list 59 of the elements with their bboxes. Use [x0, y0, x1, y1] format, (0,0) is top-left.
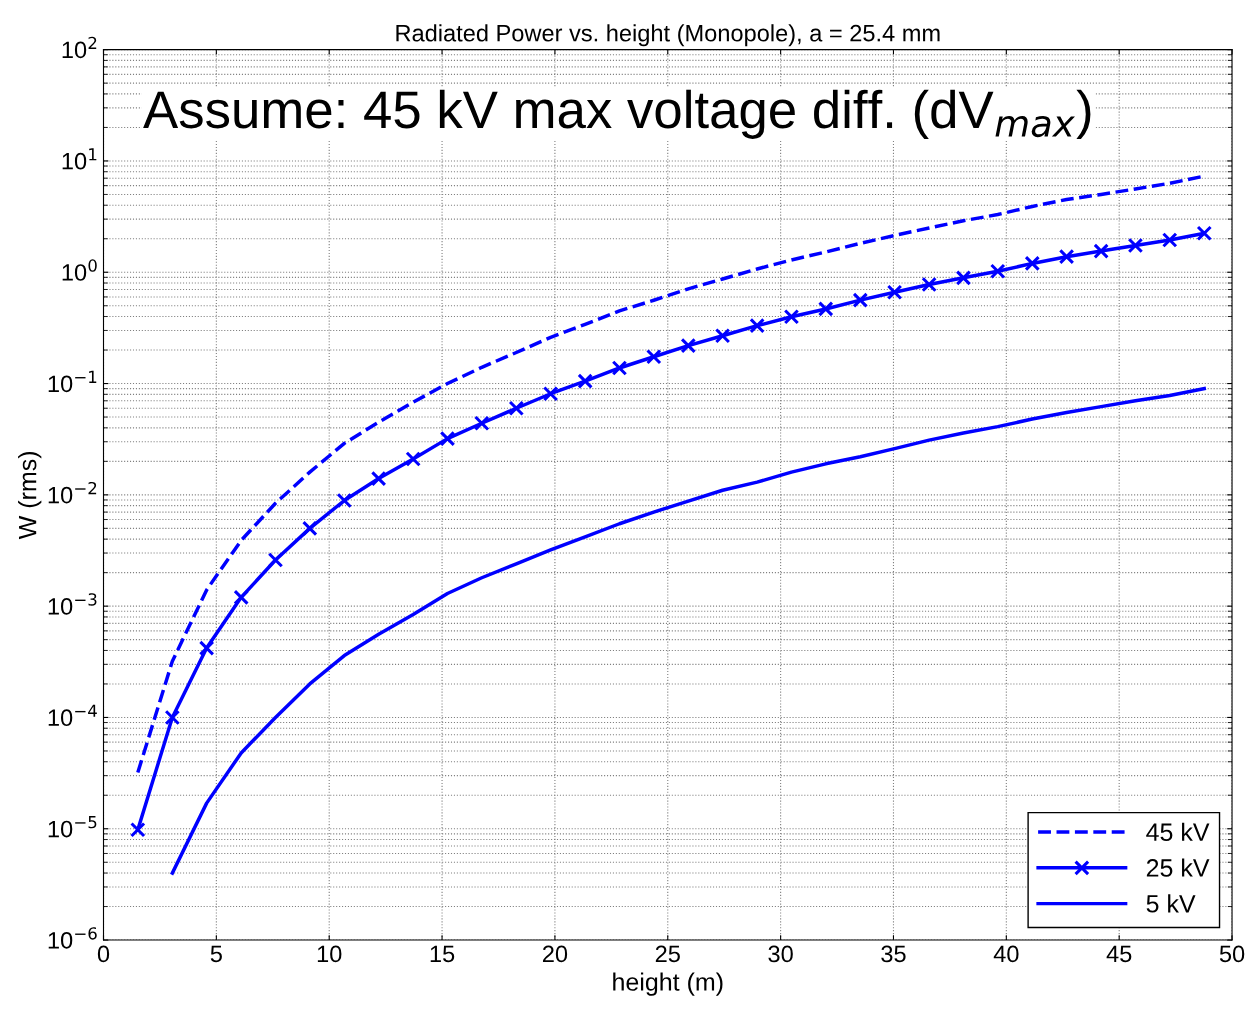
x-tick-label: 10 — [317, 945, 342, 963]
point — [749, 317, 765, 334]
x-tick-label: 25 — [655, 945, 680, 963]
point — [1058, 248, 1075, 265]
y-tick-label: 10$^{−5}$ — [48, 816, 97, 838]
y-tick-label: 10$^{−6}$ — [48, 927, 97, 949]
legend-label: 5 kV — [1146, 894, 1196, 913]
point — [405, 451, 421, 467]
point — [370, 470, 387, 487]
x-tick-label: 45 — [1106, 945, 1132, 963]
legend-label: 25 kV — [1146, 858, 1210, 877]
point — [1024, 255, 1041, 272]
x-axis-title: height (m) — [613, 972, 723, 996]
x-tick-label: 50 — [1219, 945, 1245, 963]
y-tick-label: 10$^{−4}$ — [48, 704, 97, 727]
point — [508, 400, 525, 417]
x-tick-label: 40 — [993, 945, 1019, 963]
x-tick-label: 5 — [210, 945, 222, 963]
point — [783, 309, 800, 325]
point — [577, 373, 593, 389]
point — [1196, 225, 1213, 242]
annotation: Assume: 45 kV max voltage diff. (dV$_{max}$) — [143, 89, 1091, 139]
point — [955, 270, 972, 286]
point — [542, 385, 559, 402]
legend-label: 45 kV — [1146, 822, 1210, 842]
point — [611, 360, 628, 376]
x-tick-label: 0 — [97, 945, 110, 963]
x-tick-label: 35 — [881, 945, 906, 963]
y-tick-label: 10$^{−3}$ — [48, 593, 97, 615]
y-tick-label: 10$^{2}$ — [62, 36, 97, 59]
point — [164, 709, 181, 726]
point — [817, 301, 834, 317]
point — [989, 263, 1006, 280]
y-tick-label: 10$^{−2}$ — [48, 481, 97, 504]
point — [439, 430, 456, 447]
point — [336, 492, 353, 509]
point — [852, 292, 869, 308]
y-tick-label: 10$^{−1}$ — [48, 370, 97, 393]
point — [302, 520, 318, 537]
point — [267, 552, 284, 568]
x-tick-label: 15 — [430, 945, 455, 963]
point — [645, 348, 662, 365]
point — [680, 337, 697, 354]
x-tick-label: 20 — [542, 945, 568, 963]
point — [233, 589, 249, 606]
point — [198, 640, 215, 656]
point — [1127, 237, 1144, 254]
point — [130, 821, 146, 838]
point — [714, 327, 731, 344]
point — [921, 276, 937, 293]
chart-title: Radiated Power vs. height (Monopole), a = 25.4 mm — [396, 24, 940, 47]
y-tick-label: 10$^{1}$ — [62, 148, 97, 170]
point — [886, 284, 903, 301]
y-axis-title: W (rms) — [18, 451, 42, 540]
point — [1161, 232, 1178, 248]
point — [1093, 243, 1109, 259]
point — [474, 415, 490, 432]
x-tick-label: 30 — [768, 945, 793, 963]
y-tick-label: 10$^{0}$ — [62, 259, 97, 281]
